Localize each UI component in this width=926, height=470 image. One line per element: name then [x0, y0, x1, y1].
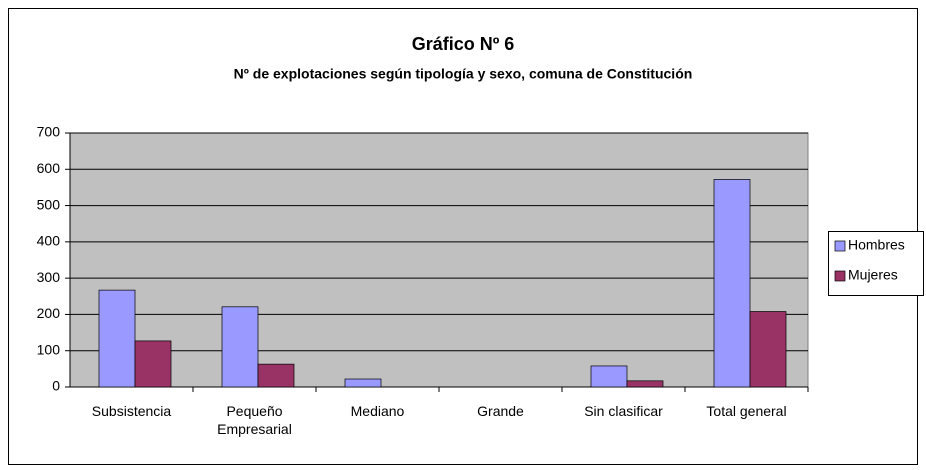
chart-title: Gráfico Nº 6	[412, 34, 515, 54]
bar	[626, 380, 664, 388]
x-tick-label: Sin clasificar	[584, 403, 663, 419]
bar	[344, 378, 382, 388]
bar	[257, 363, 295, 388]
x-tick-label: Mediano	[350, 403, 405, 419]
bar	[98, 289, 136, 388]
bar	[134, 340, 172, 388]
y-tick-label: 0	[52, 378, 60, 394]
x-tick-label: Subsistencia	[91, 403, 172, 419]
x-tick-label: Pequeño Empresarial	[217, 403, 292, 437]
legend-label: Mujeres	[848, 267, 898, 283]
x-tick-label: Total general	[706, 403, 787, 419]
chart-subtitle: Nº de explotaciones según tipología y se…	[234, 66, 693, 82]
bar	[221, 306, 259, 388]
legend-swatch	[834, 240, 846, 252]
y-tick-label: 600	[37, 160, 61, 176]
legend-swatch	[834, 270, 846, 282]
y-tick-label: 400	[37, 233, 61, 249]
y-tick-label: 500	[37, 196, 61, 212]
bar	[749, 311, 787, 388]
legend-label: Hombres	[848, 237, 905, 253]
x-tick-label: Grande	[477, 403, 524, 419]
bar	[713, 179, 751, 388]
y-tick-label: 700	[37, 124, 61, 140]
y-tick-label: 100	[37, 341, 61, 357]
y-tick-label: 300	[37, 269, 61, 285]
plot-area	[69, 132, 809, 388]
y-tick-label: 200	[37, 305, 61, 321]
bar	[590, 365, 628, 388]
